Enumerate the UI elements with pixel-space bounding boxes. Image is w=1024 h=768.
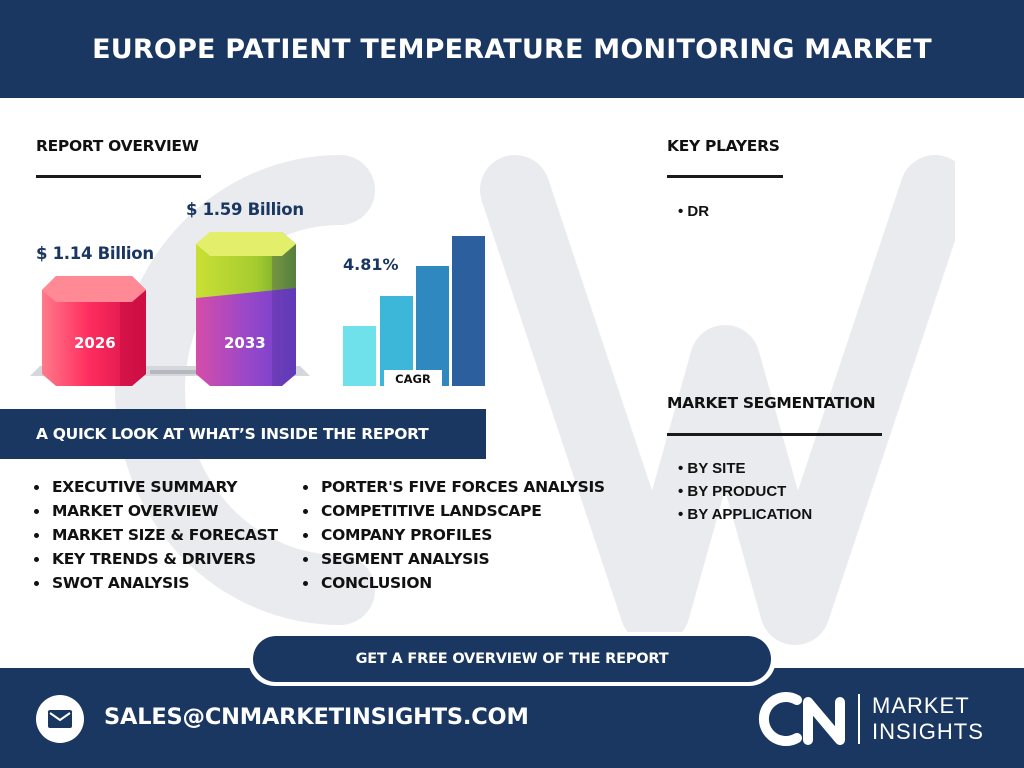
page-title: EUROPE PATIENT TEMPERATURE MONITORING MA… <box>92 33 932 65</box>
key-players-title: KEY PLAYERS <box>667 137 780 155</box>
segment-item: • BY APPLICATION <box>678 506 813 523</box>
logo-text-insights: INSIGHTS <box>872 719 984 744</box>
cagr-label: CAGR <box>384 370 442 388</box>
cagr-bar-4 <box>452 236 485 386</box>
toc-item: MARKET OVERVIEW <box>34 499 278 523</box>
toc-item: COMPANY PROFILES <box>303 523 605 547</box>
pillar-2026 <box>42 276 146 386</box>
free-overview-label: GET A FREE OVERVIEW OF THE REPORT <box>355 651 669 667</box>
year-2026-label: 2026 <box>74 334 116 352</box>
toc-item: SEGMENT ANALYSIS <box>303 547 605 571</box>
quick-look-banner: A QUICK LOOK AT WHAT’S INSIDE THE REPORT <box>0 409 486 459</box>
logo-divider <box>858 694 860 744</box>
cagr-value: 4.81% <box>343 255 399 274</box>
quick-look-title: A QUICK LOOK AT WHAT’S INSIDE THE REPORT <box>36 425 429 443</box>
report-overview-title: REPORT OVERVIEW <box>36 137 199 155</box>
value-2026-label: $ 1.14 Billion <box>36 244 154 263</box>
segmentation-title: MARKET SEGMENTATION <box>667 394 876 412</box>
mail-icon-circle[interactable] <box>36 695 84 743</box>
year-2033-label: 2033 <box>224 334 266 352</box>
toc-item: EXECUTIVE SUMMARY <box>34 475 278 499</box>
key-players-underline <box>667 175 783 178</box>
header-banner: EUROPE PATIENT TEMPERATURE MONITORING MA… <box>0 0 1024 98</box>
toc-item: SWOT ANALYSIS <box>34 571 278 595</box>
cagr-bar-3 <box>416 266 449 386</box>
toc-item: CONCLUSION <box>303 571 605 595</box>
free-overview-button[interactable]: GET A FREE OVERVIEW OF THE REPORT <box>253 636 771 682</box>
toc-item: KEY TRENDS & DRIVERS <box>34 547 278 571</box>
segmentation-underline <box>667 433 882 436</box>
report-overview-underline <box>36 175 201 178</box>
key-players-list: • DR <box>678 200 709 223</box>
segment-item: • BY PRODUCT <box>678 483 787 500</box>
toc-column-1: EXECUTIVE SUMMARY MARKET OVERVIEW MARKET… <box>34 475 278 595</box>
pillar-2033 <box>196 232 296 386</box>
logo-text-market: MARKET <box>872 693 970 718</box>
segmentation-list: • BY SITE • BY PRODUCT • BY APPLICATION <box>678 457 812 526</box>
toc-column-2: PORTER'S FIVE FORCES ANALYSIS COMPETITIV… <box>303 475 605 595</box>
mail-icon <box>48 710 72 728</box>
toc-item: PORTER'S FIVE FORCES ANALYSIS <box>303 475 605 499</box>
key-player-item: • DR <box>678 203 710 220</box>
toc-item: COMPETITIVE LANDSCAPE <box>303 499 605 523</box>
contact-email[interactable]: SALES@CNMARKETINSIGHTS.COM <box>104 704 529 730</box>
toc-item: MARKET SIZE & FORECAST <box>34 523 278 547</box>
value-2033-label: $ 1.59 Billion <box>186 200 304 219</box>
cn-logo <box>758 692 845 746</box>
cagr-bar-1 <box>343 326 376 386</box>
segment-item: • BY SITE <box>678 460 746 477</box>
